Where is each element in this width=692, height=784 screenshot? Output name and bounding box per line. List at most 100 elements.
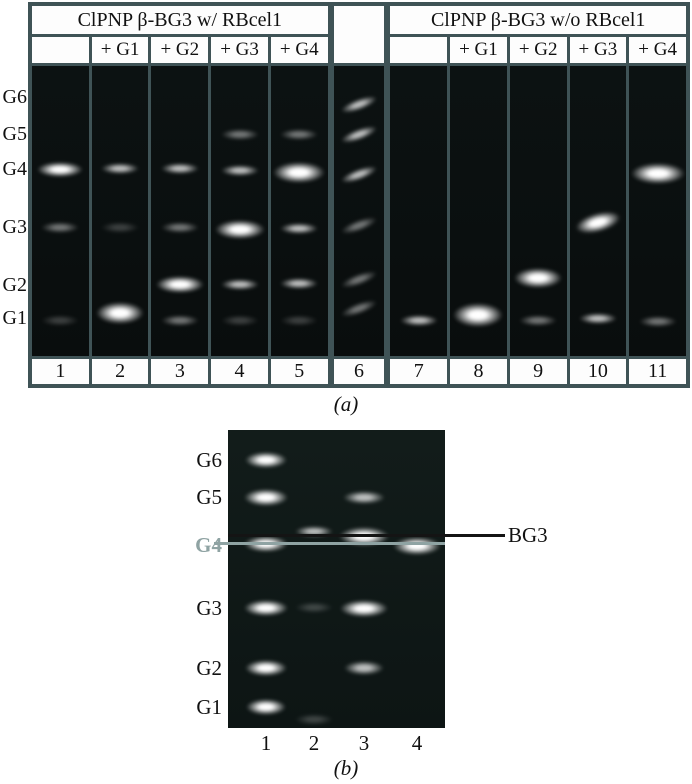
band-g6: [245, 452, 287, 468]
band-g3: [160, 221, 199, 233]
row-label-g2: G2: [2, 274, 27, 296]
lane-number-a-9: 9: [509, 359, 567, 384]
gel-lane-a-6: [333, 66, 385, 356]
row-label-g4: G4: [195, 533, 222, 557]
lane-number-a-8: 8: [450, 359, 507, 384]
band-g1: [399, 314, 438, 326]
band-g3: [214, 219, 265, 239]
gel-lane-a-3: [151, 66, 209, 356]
band-g5: [343, 490, 385, 504]
panel-b-gel: [228, 430, 445, 728]
band-g1: [220, 314, 259, 326]
band-g4: [630, 162, 685, 184]
band-g4: [220, 164, 259, 176]
band-g1: [246, 699, 286, 715]
band-g3: [101, 221, 140, 233]
band-bg3: [295, 525, 333, 537]
row-label-g1: G1: [196, 695, 222, 719]
band-g4: [101, 162, 140, 174]
sub-header-cell: + G4: [270, 37, 328, 63]
lane-number-a-7: 7: [390, 359, 448, 384]
band-g2: [344, 661, 384, 675]
lane-number-a-4: 4: [211, 359, 268, 384]
gel-lane-a-1: [32, 66, 89, 356]
sub-header-cell: + G2: [509, 37, 567, 63]
band-g1: [578, 312, 617, 324]
panel-a-right-title: ClPNP β-BG3 w/o RBcel1: [390, 6, 686, 34]
lane-number-b-2: 2: [308, 731, 320, 755]
band-g2: [155, 275, 204, 293]
lane-number-b-1: 1: [260, 731, 272, 755]
band-g1: [280, 314, 319, 326]
caption-a: (a): [333, 392, 359, 416]
row-label-g5: G5: [2, 123, 27, 145]
row-label-g3: G3: [196, 596, 222, 620]
band-g2: [220, 278, 259, 290]
band-g4: [37, 161, 84, 177]
band-g1: [453, 303, 504, 327]
band-g5: [339, 122, 379, 146]
band-g1: [295, 713, 333, 725]
band-g1: [519, 314, 558, 326]
row-label-g6: G6: [196, 448, 222, 472]
band-g2: [280, 277, 319, 289]
panel-a-left-title: ClPNP β-BG3 w/ RBcel1: [32, 6, 328, 34]
row-label-g6: G6: [2, 86, 27, 108]
sub-header-cell: + G4: [629, 37, 686, 63]
sub-header-cell: + G1: [91, 37, 149, 63]
band-g2: [339, 267, 379, 291]
gel-lane-a-10: [569, 66, 627, 356]
band-g5: [220, 128, 259, 140]
band-g1: [339, 296, 379, 320]
gel-lane-a-2: [91, 66, 149, 356]
band-g2: [245, 660, 287, 676]
row-label-g3: G3: [2, 216, 27, 238]
sub-header-cell: + G3: [211, 37, 268, 63]
sub-header-cell: + G1: [450, 37, 507, 63]
lane-number-a-2: 2: [91, 359, 149, 384]
band-g1: [96, 302, 145, 324]
lane-number-a-11: 11: [629, 359, 686, 384]
lane-number-a-3: 3: [151, 359, 209, 384]
band-g3: [573, 206, 623, 238]
band-g3: [280, 222, 319, 234]
lane-number-b-4: 4: [411, 731, 423, 755]
gel-lane-a-4: [211, 66, 268, 356]
band-g4: [160, 162, 199, 174]
gel-lane-a-7: [390, 66, 448, 356]
band-g3: [41, 221, 80, 233]
band-g4: [339, 162, 379, 186]
sub-header-cell: + G2: [151, 37, 209, 63]
band-g5: [280, 128, 319, 140]
row-label-g4: G4: [2, 158, 27, 180]
gel-lane-a-8: [450, 66, 507, 356]
lane-number-b-3: 3: [358, 731, 370, 755]
lane-number-a-5: 5: [270, 359, 328, 384]
band-g3: [295, 601, 333, 613]
sub-header-cell: [390, 37, 448, 63]
caption-b: (b): [333, 756, 359, 780]
band-g2: [514, 268, 563, 288]
g4-marker-line: [214, 542, 445, 545]
gel-lane-a-9: [509, 66, 567, 356]
band-g4: [393, 537, 441, 555]
gel-lane-a-5: [270, 66, 328, 356]
bg3-label: BG3: [508, 523, 548, 547]
panel-a-middle-blank-cell: [333, 6, 385, 63]
band-g1: [160, 314, 199, 326]
lane-number-a-10: 10: [569, 359, 627, 384]
row-label-g2: G2: [196, 656, 222, 680]
band-g3: [339, 213, 379, 237]
sub-header-cell: [32, 37, 89, 63]
row-label-g1: G1: [2, 307, 27, 329]
band-g1: [41, 314, 80, 326]
band-g5: [244, 488, 288, 506]
band-g4: [273, 161, 326, 183]
band-g6: [339, 92, 379, 116]
lane-number-a-1: 1: [32, 359, 89, 384]
bg3-marker-line: [228, 534, 505, 537]
panel-a-row-labels: G6 G5 G4 G3 G2 G1: [0, 0, 28, 392]
band-g3: [244, 600, 288, 616]
row-label-g5: G5: [196, 485, 222, 509]
